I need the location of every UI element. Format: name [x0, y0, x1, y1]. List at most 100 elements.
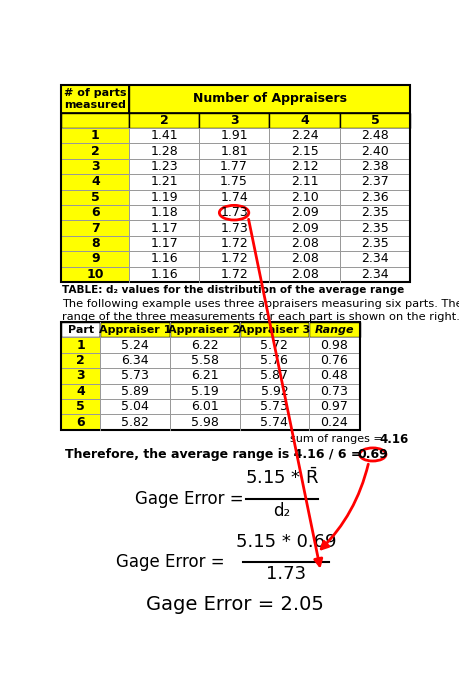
Text: 6.22: 6.22	[191, 338, 218, 352]
Text: 5.89: 5.89	[121, 385, 149, 398]
Bar	[199, 113, 269, 128]
Bar	[240, 353, 309, 368]
Bar	[240, 322, 309, 337]
Text: 3: 3	[76, 369, 85, 383]
Bar	[309, 337, 359, 353]
Bar	[61, 368, 100, 384]
Bar	[61, 190, 129, 205]
Text: 2.35: 2.35	[361, 237, 389, 250]
Text: 1.16: 1.16	[151, 268, 178, 281]
Text: 5.76: 5.76	[260, 354, 288, 367]
Text: 1.73: 1.73	[220, 222, 248, 235]
Bar	[240, 368, 309, 384]
Bar	[340, 174, 410, 190]
Bar	[129, 236, 199, 251]
Text: Appraiser 2: Appraiser 2	[168, 325, 241, 335]
Bar	[340, 205, 410, 220]
Text: 4: 4	[91, 175, 100, 189]
Bar	[129, 113, 199, 128]
Text: 1.28: 1.28	[151, 144, 178, 158]
Text: 5.73: 5.73	[121, 369, 149, 383]
Text: 8: 8	[91, 237, 100, 250]
Bar	[61, 205, 129, 220]
Text: 4: 4	[76, 385, 85, 398]
Bar	[129, 205, 199, 220]
Bar	[199, 128, 269, 143]
Text: 5.15 * 0.69: 5.15 * 0.69	[236, 533, 336, 552]
Text: 2.08: 2.08	[291, 237, 319, 250]
Text: 0.48: 0.48	[320, 369, 348, 383]
Text: 2: 2	[91, 144, 100, 158]
Text: 1.91: 1.91	[220, 129, 248, 142]
Text: # of parts
measured: # of parts measured	[64, 88, 127, 109]
Bar	[61, 159, 129, 174]
Bar	[340, 143, 410, 159]
Bar	[269, 128, 340, 143]
Bar	[199, 174, 269, 190]
Text: 1.73: 1.73	[220, 206, 248, 219]
Bar	[240, 337, 309, 353]
Text: 7: 7	[91, 222, 100, 235]
Bar	[269, 159, 340, 174]
Text: 1.73: 1.73	[266, 566, 306, 583]
Text: Gage Error = 2.05: Gage Error = 2.05	[146, 595, 324, 614]
Text: d₂: d₂	[274, 502, 291, 520]
Text: 5.98: 5.98	[190, 416, 218, 429]
Text: 9: 9	[91, 252, 100, 266]
Bar	[340, 113, 410, 128]
Text: 5.19: 5.19	[191, 385, 218, 398]
Text: 2.10: 2.10	[291, 191, 319, 204]
Text: 5.58: 5.58	[190, 354, 218, 367]
Bar	[170, 414, 240, 430]
Bar	[269, 190, 340, 205]
Text: 1.16: 1.16	[151, 252, 178, 266]
Text: 2.37: 2.37	[361, 175, 389, 189]
Text: 1.72: 1.72	[220, 268, 248, 281]
Bar	[170, 353, 240, 368]
Bar	[61, 113, 129, 128]
Bar	[129, 143, 199, 159]
Bar	[61, 143, 129, 159]
Text: 2: 2	[160, 114, 169, 127]
Text: 5.24: 5.24	[121, 338, 149, 352]
Bar	[61, 337, 100, 353]
Text: 1.81: 1.81	[220, 144, 248, 158]
Text: 5.73: 5.73	[260, 400, 288, 413]
Bar	[170, 337, 240, 353]
Bar	[199, 190, 269, 205]
Text: 5: 5	[91, 191, 100, 204]
Bar	[240, 384, 309, 399]
Text: 5.15 * $\bar{\mathrm{R}}$: 5.15 * $\bar{\mathrm{R}}$	[245, 468, 319, 488]
Text: 0.76: 0.76	[320, 354, 348, 367]
Text: 2.15: 2.15	[291, 144, 319, 158]
Bar	[61, 251, 129, 266]
Bar	[269, 251, 340, 266]
Bar	[100, 368, 170, 384]
Bar	[309, 353, 359, 368]
Text: Appraiser 3: Appraiser 3	[238, 325, 310, 335]
Text: 1.17: 1.17	[151, 237, 178, 250]
Text: 2.12: 2.12	[291, 160, 319, 173]
Text: 2.34: 2.34	[361, 268, 389, 281]
Bar	[269, 205, 340, 220]
Bar	[129, 128, 199, 143]
Bar	[199, 236, 269, 251]
Text: 2.34: 2.34	[361, 252, 389, 266]
Bar	[199, 205, 269, 220]
Bar	[309, 414, 359, 430]
Bar	[61, 128, 129, 143]
Bar	[170, 384, 240, 399]
Text: TABLE: d₂ values for the distribution of the average range: TABLE: d₂ values for the distribution of…	[62, 285, 404, 295]
Bar	[100, 337, 170, 353]
Text: 5.74: 5.74	[260, 416, 288, 429]
Bar	[309, 322, 359, 337]
Bar	[269, 113, 340, 128]
Bar	[61, 236, 129, 251]
Bar	[340, 190, 410, 205]
Text: 1.19: 1.19	[151, 191, 178, 204]
Bar	[129, 251, 199, 266]
Text: Gage Error =: Gage Error =	[135, 490, 249, 508]
Text: The following example uses three appraisers measuring six parts. The
range of th: The following example uses three apprais…	[62, 299, 459, 322]
Text: Therefore, the average range is 4.16 / 6 =: Therefore, the average range is 4.16 / 6…	[65, 448, 366, 461]
Text: 2: 2	[76, 354, 85, 367]
